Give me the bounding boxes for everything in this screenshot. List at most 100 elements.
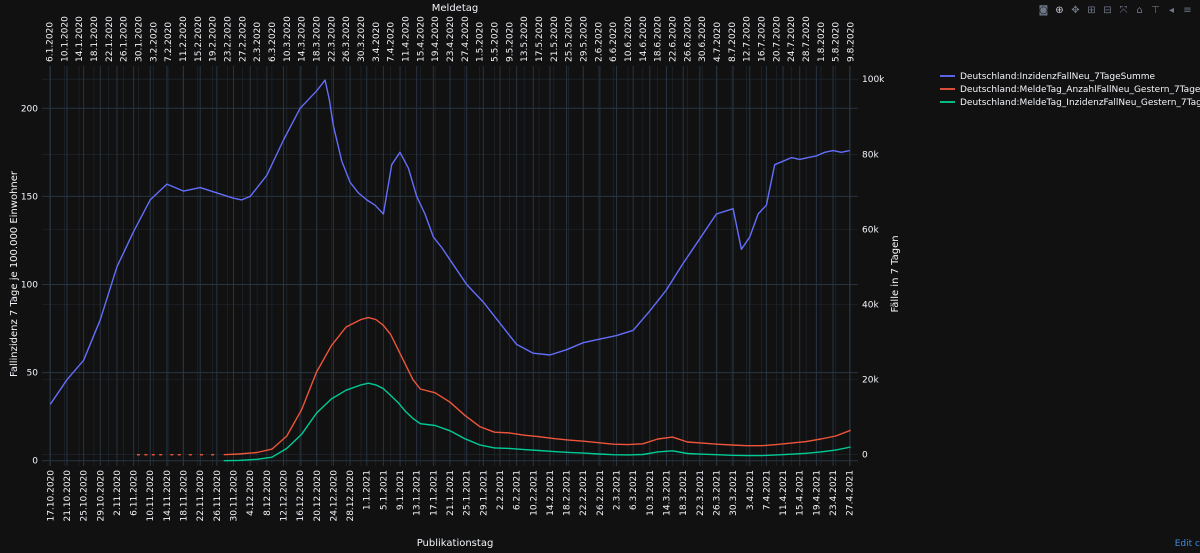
left-tick-label: 100	[21, 281, 38, 291]
top-tick-label: 11.2.2020	[179, 16, 189, 62]
right-tick-label: 0	[862, 451, 868, 461]
top-axis-title: Meldetag	[432, 3, 478, 14]
legend-entry[interactable]: Deutschland:MeldeTag_InzidenzFallNeu_Ges…	[960, 98, 1200, 108]
top-tick-label: 2.3.2020	[253, 22, 263, 62]
bottom-tick-label: 26.11.2020	[213, 470, 223, 522]
bottom-tick-label: 29.10.2020	[96, 470, 106, 522]
bottom-tick-label: 10.2.2021	[529, 470, 539, 516]
hover-compare-icon[interactable]: ≡	[1183, 4, 1192, 16]
bottom-tick-label: 23.4.2021	[829, 470, 839, 516]
legend-entry[interactable]: Deutschland:MeldeTag_AnzahlFallNeu_Geste…	[960, 85, 1200, 95]
series-line-1	[49, 79, 850, 405]
legend-entry[interactable]: Deutschland:InzidenzFallNeu_7TageSumme	[960, 72, 1156, 82]
right-axis-title: Fälle in 7 Tagen	[890, 235, 901, 312]
bottom-tick-label: 3.4.2021	[746, 470, 756, 510]
bottom-tick-label: 2.3.2021	[613, 470, 623, 510]
top-tick-label: 30.6.2020	[698, 16, 708, 62]
bottom-tick-label: 1.1.2021	[363, 470, 373, 510]
autoscale-icon[interactable]: ⤧	[1119, 4, 1128, 16]
top-tick-label: 19.4.2020	[431, 16, 441, 62]
tick-layer: 17.10.2020 21.10.2020 25.10.2020 29.10.2020…	[21, 16, 885, 522]
top-tick-label: 18.1.2020	[90, 16, 100, 62]
top-tick-label: 5.8.2020	[832, 22, 842, 62]
top-tick-label: 11.4.2020	[401, 16, 411, 62]
zoom-in-icon[interactable]: ⊞	[1087, 4, 1096, 16]
top-tick-label: 6.3.2020	[268, 22, 278, 62]
series-layer	[49, 79, 851, 462]
right-tick-label: 20k	[862, 376, 879, 386]
bottom-tick-label: 21.10.2020	[63, 470, 73, 522]
top-tick-label: 24.7.2020	[787, 16, 797, 62]
edit-chart-link[interactable]: Edit c	[1174, 539, 1200, 549]
top-tick-label: 26.1.2020	[120, 16, 130, 62]
reset-axes-icon[interactable]: ⌂	[1136, 4, 1143, 16]
bottom-tick-label: 21.1.2021	[446, 470, 456, 516]
bottom-tick-label: 22.2.2021	[579, 470, 589, 516]
top-tick-label: 10.1.2020	[60, 16, 70, 62]
top-tick-label: 26.6.2020	[683, 16, 693, 62]
bottom-tick-label: 10.11.2020	[146, 470, 156, 522]
top-tick-label: 1.8.2020	[817, 22, 827, 62]
bottom-tick-label: 6.11.2020	[130, 470, 140, 516]
top-tick-label: 28.7.2020	[802, 16, 812, 62]
bottom-tick-label: 11.4.2021	[779, 470, 789, 516]
top-tick-label: 13.5.2020	[520, 16, 530, 62]
top-tick-label: 14.3.2020	[298, 16, 308, 62]
zoom-out-icon[interactable]: ⊟	[1103, 4, 1112, 16]
top-tick-label: 21.5.2020	[550, 16, 560, 62]
top-tick-label: 4.7.2020	[713, 22, 723, 62]
top-tick-label: 7.4.2020	[387, 22, 397, 62]
bottom-tick-label: 17.1.2021	[429, 470, 439, 516]
bottom-tick-label: 13.1.2021	[413, 470, 423, 516]
top-tick-label: 16.7.2020	[758, 16, 768, 62]
top-tick-label: 17.5.2020	[535, 16, 545, 62]
grid	[42, 66, 858, 466]
top-tick-label: 26.3.2020	[342, 16, 352, 62]
top-tick-label: 14.1.2020	[75, 16, 85, 62]
bottom-tick-label: 6.2.2021	[513, 470, 523, 510]
bottom-tick-label: 10.3.2021	[646, 470, 656, 516]
pan-icon[interactable]: ✥	[1071, 4, 1080, 16]
top-tick-label: 27.2.2020	[238, 16, 248, 62]
top-tick-label: 27.4.2020	[461, 16, 471, 62]
bottom-tick-label: 30.11.2020	[230, 470, 240, 522]
bottom-tick-label: 14.11.2020	[163, 470, 173, 522]
bottom-tick-label: 14.3.2021	[662, 470, 672, 516]
top-tick-label: 22.1.2020	[105, 16, 115, 62]
bottom-tick-label: 16.12.2020	[296, 470, 306, 522]
bottom-tick-label: 12.12.2020	[279, 470, 289, 522]
left-tick-label: 150	[21, 192, 38, 202]
bottom-tick-label: 6.3.2021	[629, 470, 639, 510]
top-tick-label: 10.6.2020	[624, 16, 634, 62]
top-tick-label: 23.2.2020	[223, 16, 233, 62]
top-tick-label: 14.6.2020	[639, 16, 649, 62]
bottom-tick-label: 9.1.2021	[396, 470, 406, 510]
bottom-tick-label: 4.12.2020	[246, 470, 256, 516]
top-tick-label: 15.4.2020	[416, 16, 426, 62]
bottom-tick-label: 18.11.2020	[180, 470, 190, 522]
camera-icon[interactable]: ◙	[1038, 4, 1049, 16]
bottom-tick-label: 26.3.2021	[712, 470, 722, 516]
right-tick-label: 40k	[862, 300, 879, 310]
bottom-axis-title: Publikationstag	[417, 538, 494, 549]
bottom-tick-label: 29.1.2021	[479, 470, 489, 516]
top-tick-label: 22.6.2020	[669, 16, 679, 62]
legend: Deutschland:InzidenzFallNeu_7TageSumme De…	[940, 72, 1200, 108]
bottom-tick-label: 20.12.2020	[313, 470, 323, 522]
hover-closest-icon[interactable]: ◂	[1168, 4, 1175, 16]
modebar: ◙ ⊕ ✥ ⊞ ⊟ ⤧ ⌂ ⊤ ◂ ≡	[1037, 4, 1194, 17]
top-tick-label: 22.3.2020	[327, 16, 337, 62]
top-tick-label: 18.3.2020	[312, 16, 322, 62]
top-tick-label: 20.7.2020	[772, 16, 782, 62]
bottom-tick-label: 19.4.2021	[812, 470, 822, 516]
bottom-tick-label: 25.1.2021	[463, 470, 473, 516]
top-tick-label: 6.6.2020	[609, 22, 619, 62]
left-tick-label: 0	[32, 457, 38, 467]
bottom-tick-label: 27.4.2021	[846, 470, 856, 516]
bottom-tick-label: 7.4.2021	[762, 470, 772, 510]
left-axis-title: Fallinzidenz 7 Tage je 100.000 Einwohner	[9, 170, 20, 377]
zoom-icon[interactable]: ⊕	[1055, 4, 1064, 16]
spike-lines-icon[interactable]: ⊤	[1151, 4, 1160, 16]
bottom-tick-label: 5.1.2021	[379, 470, 389, 510]
